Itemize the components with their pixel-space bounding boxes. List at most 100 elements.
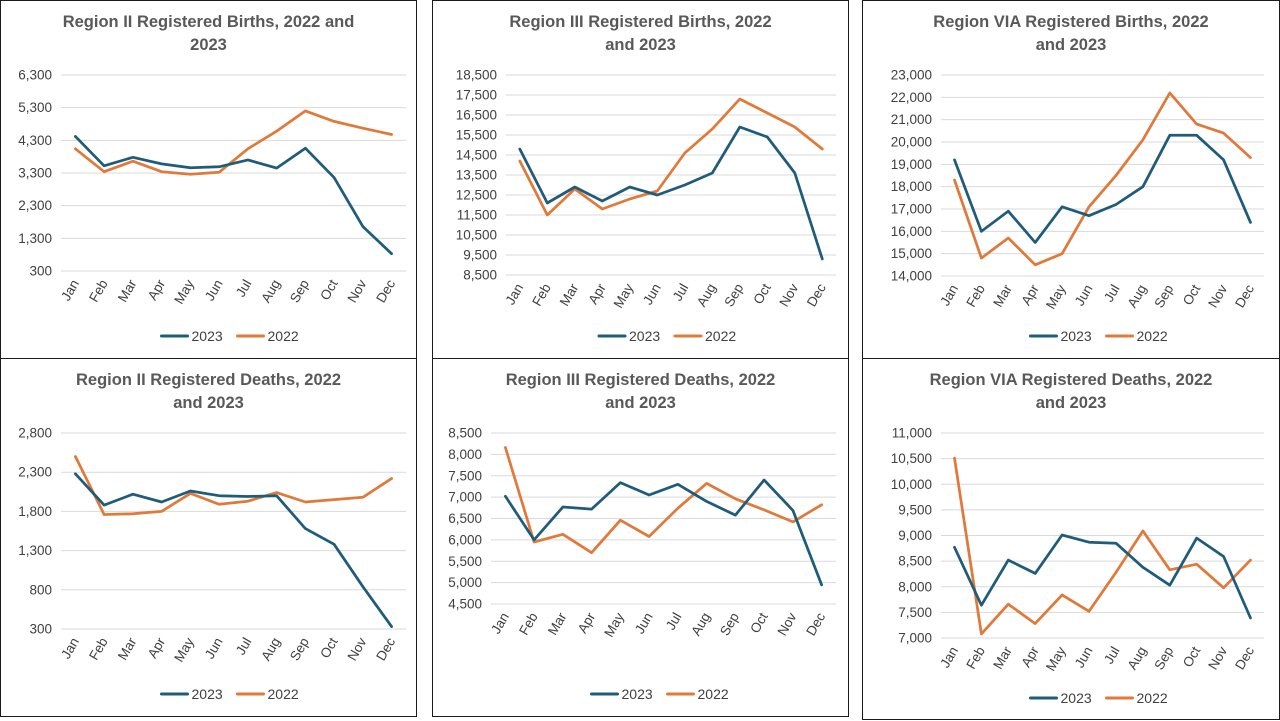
legend-label-2022: 2022	[698, 686, 729, 702]
chart-title-line-2: and 2023	[605, 36, 676, 54]
x-tick-label: Feb	[529, 281, 554, 309]
series-line-2022	[74, 455, 393, 516]
y-tick-label: 18,000	[891, 179, 932, 194]
chart-title-line-2: and 2023	[1035, 36, 1107, 54]
chart-svg: 2,800 2,300 1,800 1,300 800 300 Jan Feb Mar Apr Ma…	[18, 426, 406, 702]
chart-title-line-1: Region VIA Registered Births, 2022	[933, 13, 1209, 31]
series-line-2022	[518, 97, 824, 217]
y-tick-label: 8,000	[448, 447, 482, 462]
x-tick-label: Dec	[1232, 282, 1257, 311]
x-tick-label: Dec	[373, 277, 398, 306]
series-line-2022	[953, 91, 1252, 267]
y-tick-label: 10,000	[891, 477, 932, 492]
y-tick-label: 15,000	[891, 246, 932, 261]
legend-label-2023: 2023	[1061, 690, 1092, 706]
x-tick-label: Oct	[317, 635, 341, 661]
legend-label-2022: 2022	[268, 328, 299, 344]
legend-label-2023: 2023	[192, 686, 223, 702]
y-tick-label: 9,000	[898, 528, 932, 543]
y-tick-label: 9,500	[898, 502, 932, 517]
x-tick-label: Apr	[585, 281, 609, 307]
chart-title-line-2: and 2023	[1035, 394, 1107, 412]
x-tick-label: Jun	[202, 277, 226, 303]
x-tick-label: Jan	[488, 610, 512, 636]
y-tick-label: 2,300	[18, 465, 52, 480]
series-line-2023	[74, 135, 393, 256]
series-line-2023	[953, 133, 1252, 244]
series-line-2022	[504, 446, 823, 555]
legend-label-2022: 2022	[705, 328, 736, 344]
x-tick-label: Jun	[1072, 644, 1096, 670]
chart-panel-region-via-births: Region VIA Registered Births, 2022 and 2…	[862, 0, 1280, 360]
x-tick-label: Jun	[632, 610, 656, 636]
chart-svg: 23,000 22,000 21,000 20,000 19,000 18,000 17,0…	[891, 68, 1264, 344]
chart-title: Region VIA Registered Births, 2022 and 2…	[863, 11, 1279, 57]
y-tick-label: 11,000	[892, 426, 932, 441]
x-tick-label: Feb	[963, 282, 988, 310]
x-tick-label: May	[611, 281, 637, 311]
x-tick-label: Aug	[688, 610, 713, 638]
x-tick-label: Jul	[1101, 282, 1123, 304]
x-tick-label: Jan	[937, 282, 961, 308]
chart-svg: 18,500 17,500 16,500 15,500 14,500 13,500 12,5…	[456, 68, 836, 344]
chart-title-line-1: Region III Registered Deaths, 2022	[505, 371, 776, 389]
y-tick-label: 11,500	[457, 208, 497, 223]
x-tick-label: Mar	[545, 610, 570, 638]
y-tick-label: 300	[29, 264, 52, 279]
series-line-2022	[953, 456, 1252, 636]
chart-panel-region-ii-deaths: Region II Registered Deaths, 2022 and 20…	[0, 358, 417, 717]
x-tick-label: Jun	[640, 281, 664, 307]
x-tick-label: Sep	[1151, 282, 1176, 310]
chart-title-line-1: Region III Registered Births, 2022	[509, 13, 772, 31]
y-tick-label: 8,500	[448, 426, 482, 441]
x-tick-label: Jul	[233, 635, 255, 657]
x-tick-label: Sep	[287, 635, 312, 663]
series-line-2023	[504, 478, 823, 587]
legend-label-2022: 2022	[1137, 328, 1168, 344]
x-tick-label: Nov	[344, 277, 369, 306]
y-tick-label: 1,800	[18, 504, 52, 519]
y-tick-label: 300	[29, 622, 52, 637]
x-tick-label: May	[171, 635, 197, 665]
x-tick-label: Oct	[1180, 644, 1204, 670]
y-tick-label: 18,500	[456, 68, 497, 83]
y-tick-label: 6,500	[448, 511, 482, 526]
chart-svg: 8,500 8,000 7,500 7,000 6,500 6,000 5,500 5,000…	[448, 426, 836, 702]
x-tick-label: Mar	[115, 277, 140, 305]
x-tick-label: Nov	[344, 635, 369, 664]
x-tick-label: May	[171, 277, 197, 307]
y-tick-label: 4,500	[448, 597, 482, 612]
y-tick-label: 13,500	[456, 168, 497, 183]
x-tick-label: Mar	[990, 644, 1015, 672]
x-tick-label: Sep	[717, 610, 742, 638]
x-tick-label: Oct	[747, 610, 771, 636]
chart-svg: 11,000 10,500 10,000 9,500 9,000 8,500 8,000 7,…	[891, 426, 1264, 706]
y-tick-label: 8,500	[898, 554, 932, 569]
x-tick-label: Aug	[258, 635, 283, 663]
y-tick-label: 8,000	[898, 579, 932, 594]
x-tick-label: Apr	[1018, 282, 1042, 308]
chart-title: Region II Registered Deaths, 2022 and 20…	[1, 369, 416, 415]
y-tick-label: 16,000	[891, 224, 932, 239]
y-tick-label: 3,300	[18, 166, 52, 181]
x-tick-label: May	[1043, 644, 1069, 674]
chart-title: Region III Registered Births, 2022 and 2…	[433, 11, 848, 57]
y-tick-label: 17,000	[891, 202, 932, 217]
legend-label-2023: 2023	[629, 328, 660, 344]
x-tick-label: Jun	[202, 635, 226, 661]
chart-title-line-1: Region II Registered Births, 2022 and	[62, 13, 355, 31]
y-tick-label: 7,500	[898, 605, 932, 620]
y-tick-label: 10,500	[891, 451, 932, 466]
y-tick-label: 17,500	[456, 88, 497, 103]
y-tick-label: 19,000	[891, 157, 932, 172]
series-line-2023	[74, 472, 393, 628]
y-tick-label: 6,000	[448, 532, 482, 547]
series-line-2023	[518, 125, 824, 261]
x-tick-label: Feb	[963, 644, 988, 672]
y-tick-label: 2,800	[18, 426, 52, 441]
y-tick-label: 1,300	[18, 231, 52, 246]
y-tick-label: 7,000	[448, 490, 482, 505]
x-tick-label: Jan	[58, 277, 82, 303]
y-tick-label: 5,000	[448, 575, 482, 590]
series-line-2023	[953, 533, 1252, 620]
